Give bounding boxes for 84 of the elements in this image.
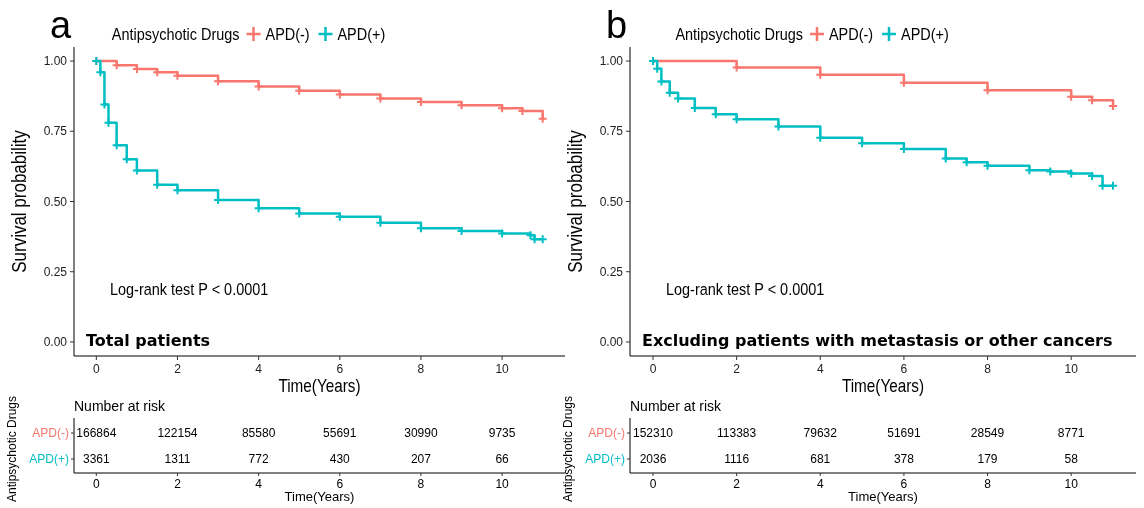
- x-tick-label: 4: [816, 362, 824, 376]
- x-tick-label: 6: [336, 362, 344, 376]
- data-label: 85580: [241, 426, 276, 441]
- x-axis-title: Time(Years): [278, 375, 361, 397]
- x-axis-title: Time(Years): [284, 489, 355, 504]
- x-tick-label: 4: [255, 362, 263, 376]
- data-label: 28549: [970, 426, 1005, 441]
- y-axis-title: Survival probability: [7, 129, 31, 273]
- annotation: Log-rank test P < 0.0001: [110, 279, 269, 299]
- y-axis-title: Survival probability: [563, 129, 587, 273]
- data-label: 122154: [157, 426, 198, 441]
- x-tick-label: 10: [495, 477, 510, 491]
- data-label: 1116: [724, 452, 750, 467]
- data-label: 152310: [632, 426, 674, 441]
- x-tick-label: 10: [1064, 362, 1079, 376]
- chart-title: Number at risk: [630, 398, 723, 414]
- y-tick-label: 0.50: [43, 194, 68, 209]
- x-tick-label: 0: [649, 362, 657, 376]
- x-tick-label: 8: [417, 477, 425, 491]
- x-tick-label: 10: [1064, 477, 1079, 491]
- annotation: Excluding patients with metastasis or other cancers: [642, 331, 1113, 350]
- x-tick-label: 2: [174, 477, 182, 491]
- chart-title: Number at risk: [74, 398, 167, 414]
- chart-title: a: [50, 4, 72, 46]
- data-label: 9735: [488, 426, 516, 441]
- y-tick-label: 1.00: [599, 54, 624, 69]
- data-label: 378: [893, 452, 915, 467]
- x-tick-label: 2: [733, 362, 741, 376]
- x-tick-label: 6: [900, 477, 908, 491]
- data-label: 8771: [1057, 426, 1085, 441]
- y-tick-label: 1.00: [43, 54, 68, 69]
- y-tick-label: 0.00: [599, 335, 624, 350]
- data-label: 113383: [717, 426, 757, 441]
- x-axis-title: Time(Years): [848, 489, 918, 504]
- data-label: 681: [810, 452, 831, 467]
- data-label: 30990: [404, 426, 438, 441]
- legend-label: APD(-): [829, 24, 874, 44]
- y-tick-label: APD(+): [585, 452, 625, 467]
- data-label: 2036: [639, 452, 667, 467]
- x-tick-label: 8: [984, 362, 992, 376]
- x-tick-label: 8: [984, 477, 992, 491]
- legend-label: APD(+): [337, 24, 386, 44]
- data-label: 166864: [76, 426, 117, 441]
- data-label: 772: [248, 452, 269, 467]
- data-label: 430: [329, 452, 351, 467]
- chart-title: b: [606, 4, 628, 46]
- y-tick-label: 0.00: [43, 335, 68, 350]
- x-tick-label: 2: [174, 362, 182, 376]
- y-tick-label: APD(-): [32, 426, 69, 441]
- x-tick-label: 2: [733, 477, 741, 491]
- x-tick-label: 6: [900, 362, 908, 376]
- data-label: 79632: [803, 426, 838, 441]
- data-label: 1311: [164, 452, 191, 467]
- y-tick-label: 0.75: [599, 124, 624, 139]
- data-label: 51691: [887, 426, 921, 441]
- y-axis-title: Antipsychotic Drugs: [5, 395, 19, 503]
- data-label: 207: [410, 452, 432, 467]
- x-tick-label: 8: [417, 362, 425, 376]
- x-tick-label: 0: [92, 362, 100, 376]
- y-tick-label: APD(+): [29, 452, 69, 467]
- y-axis-title: Antipsychotic Drugs: [561, 395, 575, 503]
- y-tick-label: 0.75: [43, 124, 68, 139]
- x-tick-label: 0: [649, 477, 657, 491]
- data-label: 3361: [82, 452, 110, 467]
- legend-title: Antipsychotic Drugs: [111, 24, 240, 44]
- annotation: Log-rank test P < 0.0001: [666, 279, 825, 299]
- data-label: 55691: [323, 426, 357, 441]
- x-tick-label: 10: [495, 362, 510, 376]
- legend-label: APD(-): [265, 24, 310, 44]
- x-tick-label: 6: [336, 477, 344, 491]
- y-tick-label: APD(-): [588, 426, 625, 441]
- x-axis-title: Time(Years): [841, 375, 925, 397]
- data-label: 66: [495, 452, 510, 467]
- y-tick-label: 0.25: [43, 264, 68, 279]
- legend-title: Antipsychotic Drugs: [675, 24, 804, 44]
- data-label: 179: [977, 452, 998, 467]
- x-tick-label: 4: [255, 477, 263, 491]
- legend-label: APD(+): [901, 24, 949, 44]
- data-label: 58: [1064, 452, 1079, 467]
- annotation: Total patients: [86, 331, 211, 350]
- x-tick-label: 4: [816, 477, 824, 491]
- y-tick-label: 0.25: [599, 264, 624, 279]
- x-tick-label: 0: [92, 477, 100, 491]
- y-tick-label: 0.50: [599, 194, 624, 209]
